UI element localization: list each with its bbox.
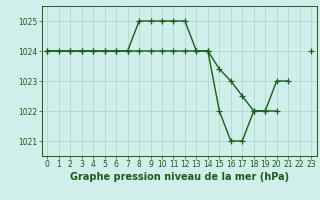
X-axis label: Graphe pression niveau de la mer (hPa): Graphe pression niveau de la mer (hPa) [70, 172, 289, 182]
